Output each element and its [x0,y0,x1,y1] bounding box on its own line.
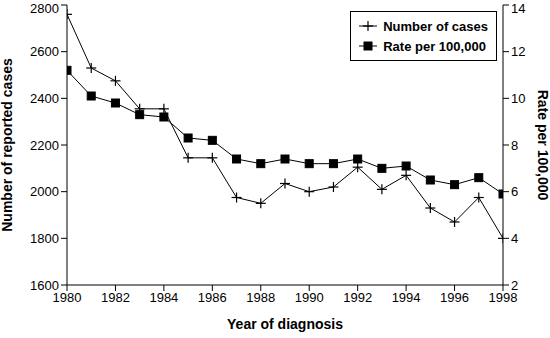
svg-text:1994: 1994 [392,290,421,305]
svg-text:Rate per 100,000: Rate per 100,000 [535,90,542,201]
svg-text:2200: 2200 [30,138,59,153]
svg-text:2600: 2600 [30,44,59,59]
svg-text:1982: 1982 [101,290,130,305]
svg-text:1988: 1988 [246,290,275,305]
svg-text:2800: 2800 [30,1,59,16]
svg-text:Number of reported cases: Number of reported cases [8,58,15,232]
html-text:Number of cases: Number of cases [383,18,488,34]
svg-text:1984: 1984 [149,290,178,305]
svg-text:10: 10 [511,91,525,106]
svg-text:12: 12 [511,44,525,59]
svg-text:1986: 1986 [198,290,227,305]
svg-text:4: 4 [511,231,518,246]
svg-text:2400: 2400 [30,91,59,106]
svg-text:1990: 1990 [295,290,324,305]
svg-text:14: 14 [511,1,525,16]
svg-text:1980: 1980 [52,290,82,306]
svg-text:1800: 1800 [30,231,59,246]
svg-text:1992: 1992 [343,290,372,305]
svg-text:1996: 1996 [440,290,469,305]
svg-text:2: 2 [511,278,518,293]
svg-text:2000: 2000 [30,184,59,199]
svg-text:1600: 1600 [30,278,59,293]
svg-text:Year of diagnosis: Year of diagnosis [227,316,343,332]
svg-text:6: 6 [511,184,518,199]
svg-text:1998: 1998 [488,290,518,306]
html-text:Rate per 100,000: Rate per 100,000 [383,38,486,54]
svg-text:8: 8 [511,138,518,153]
